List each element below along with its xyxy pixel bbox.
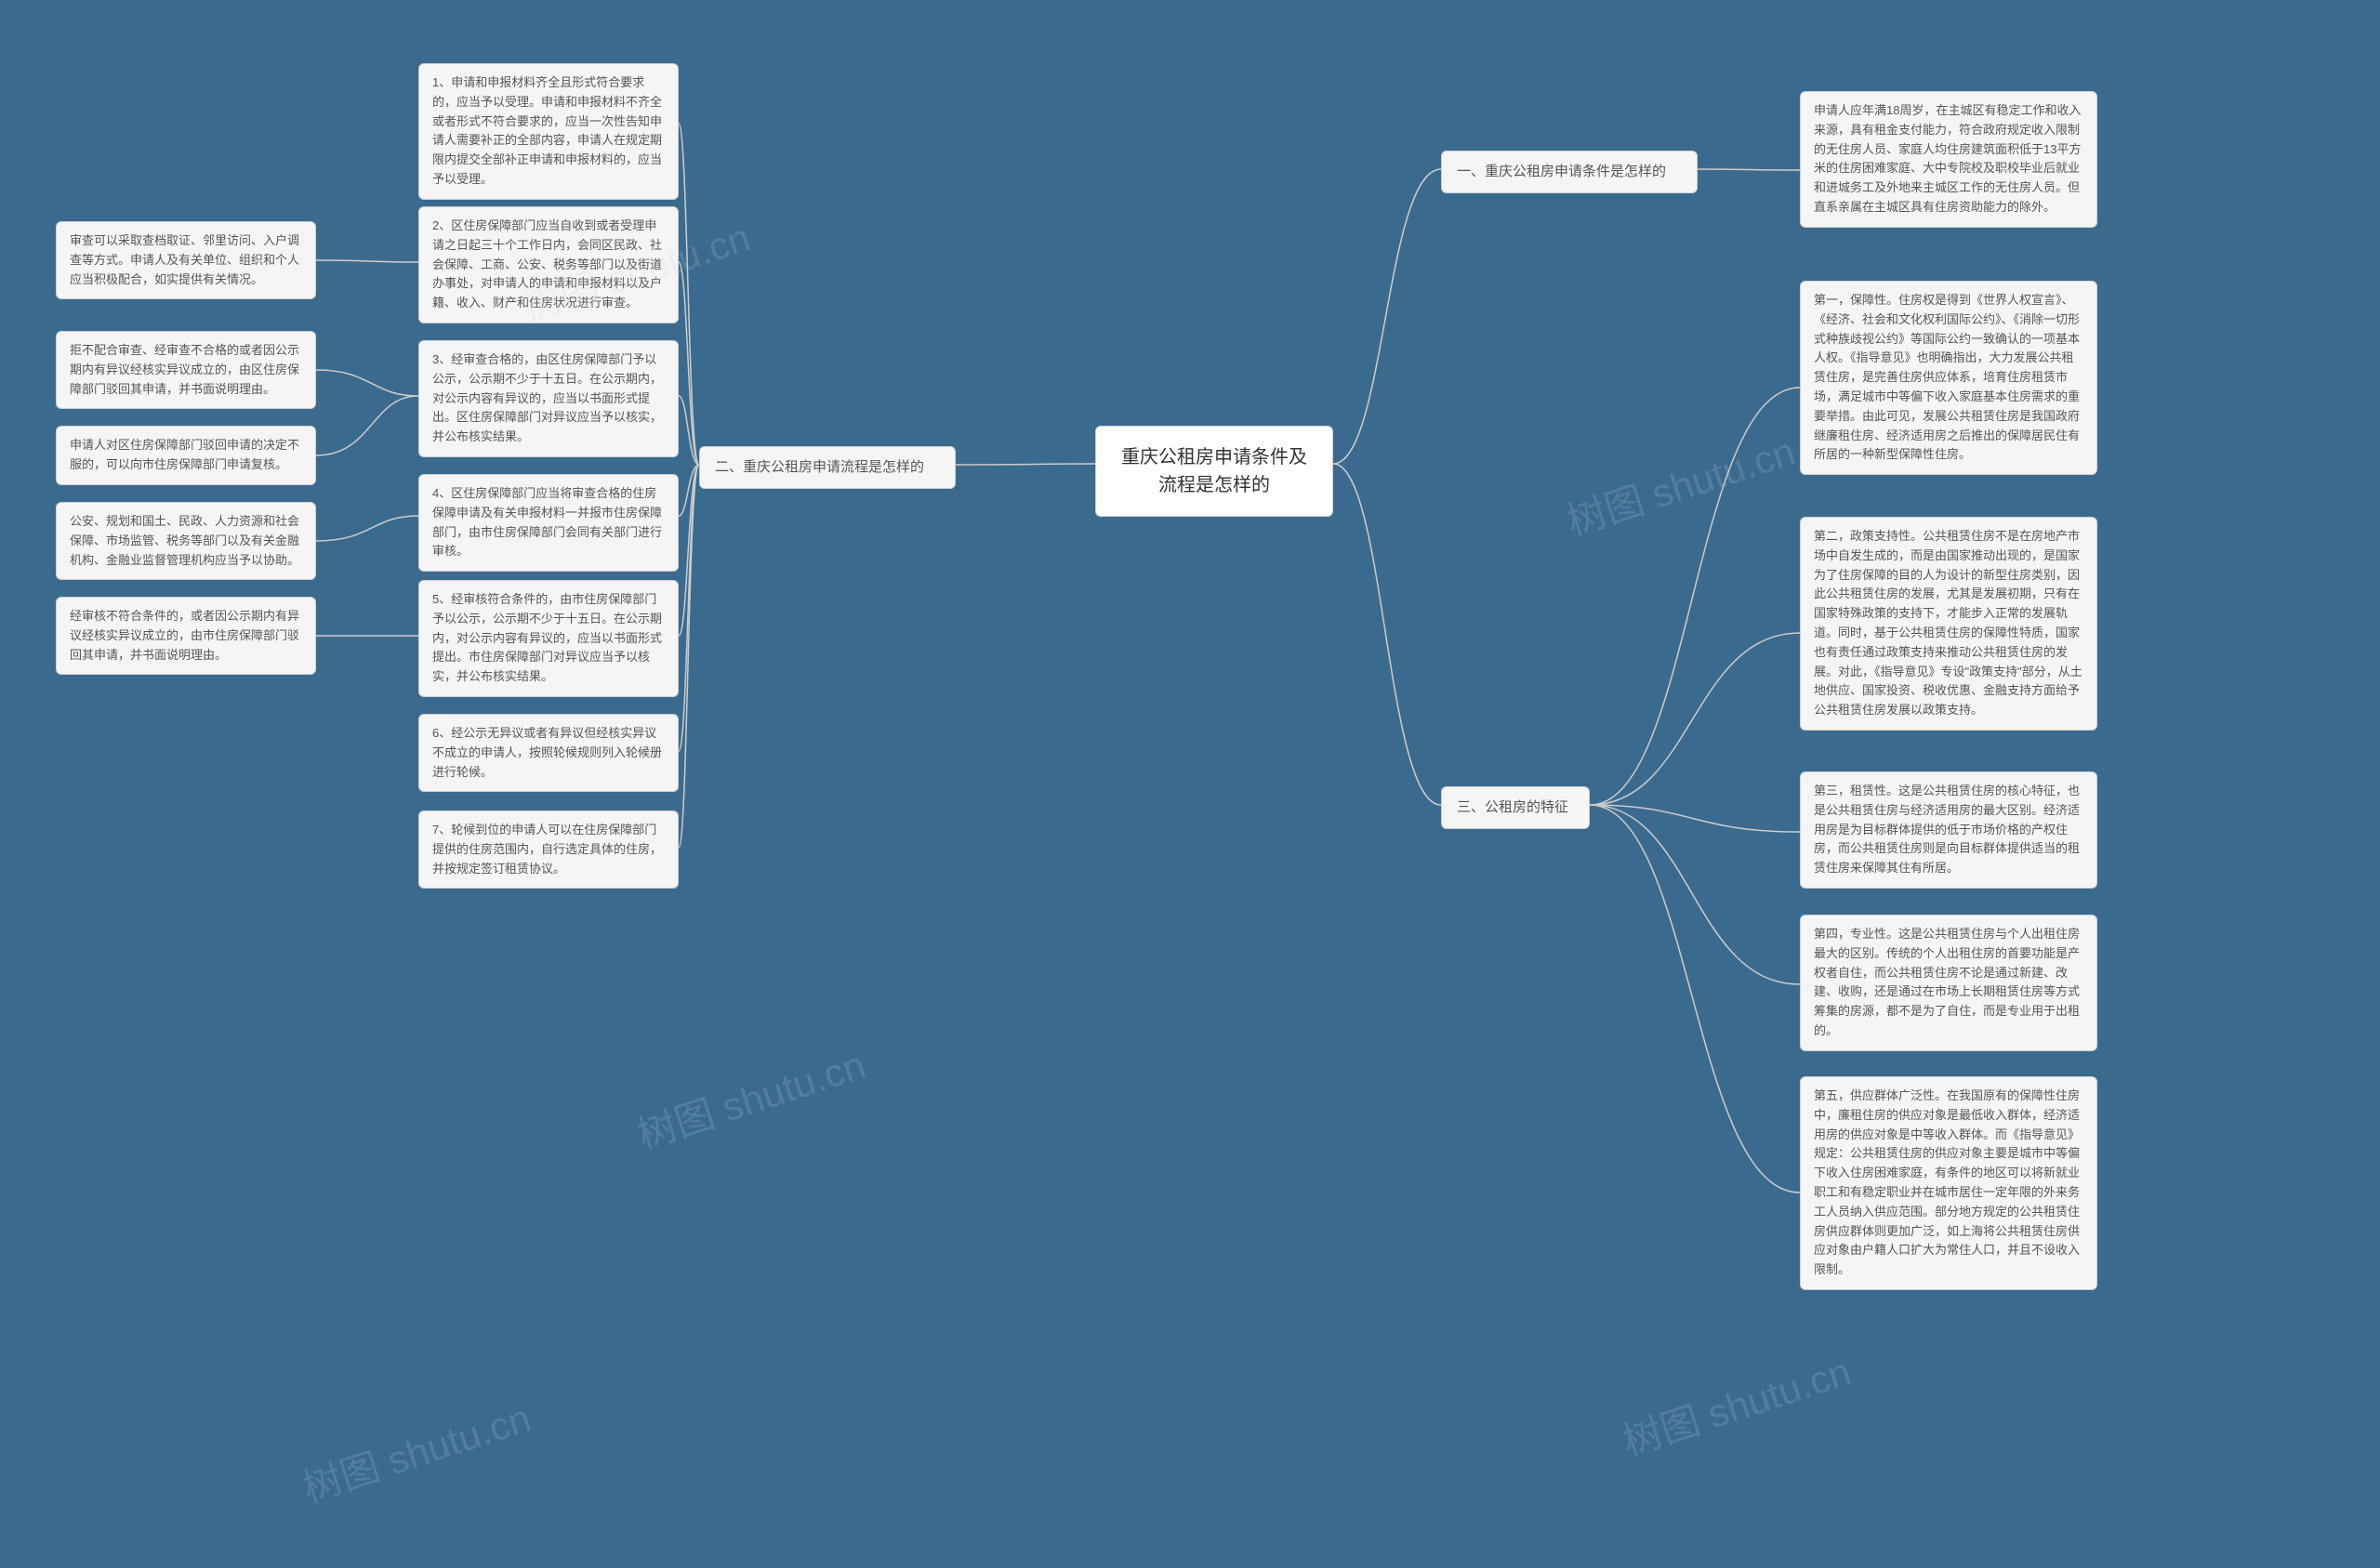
branch-label: 二、重庆公租房申请流程是怎样的	[715, 459, 924, 475]
leaf-text: 5、经审核符合条件的，由市住房保障部门予以公示，公示期不少于十五日。在公示期内，…	[432, 592, 662, 683]
watermark: 树图 shutu.cn	[295, 1387, 537, 1514]
branch-right-3: 三、公租房的特征	[1441, 786, 1590, 829]
leaf-text: 申请人应年满18周岁，在主城区有稳定工作和收入来源，具有租金支付能力，符合政府规…	[1814, 103, 2081, 214]
branch-label: 一、重庆公租房申请条件是怎样的	[1457, 164, 1666, 179]
leaf-r1-0: 申请人应年满18周岁，在主城区有稳定工作和收入来源，具有租金支付能力，符合政府规…	[1800, 91, 2097, 228]
leaf-l-2: 3、经审查合格的，由区住房保障部门予以公示，公示期不少于十五日。在公示期内，对公…	[418, 340, 679, 457]
leaf-l-2-sub-1: 申请人对区住房保障部门驳回申请的决定不服的，可以向市住房保障部门申请复核。	[56, 426, 316, 485]
watermark: 树图 shutu.cn	[1559, 420, 1802, 547]
branch-left: 二、重庆公租房申请流程是怎样的	[699, 446, 956, 489]
center-text: 重庆公租房申请条件及流程是怎样的	[1121, 447, 1307, 495]
leaf-text: 1、申请和申报材料齐全且形式符合要求的，应当予以受理。申请和申报材料不齐全或者形…	[432, 75, 662, 186]
leaf-text: 第一，保障性。住房权是得到《世界人权宣言》、《经济、社会和文化权利国际公约》、《…	[1814, 293, 2080, 461]
leaf-text: 第四，专业性。这是公共租赁住房与个人出租住房最大的区别。传统的个人出租住房的首要…	[1814, 927, 2080, 1037]
leaf-text: 经审核不符合条件的，或者因公示期内有异议经核实异议成立的，由市住房保障部门驳回其…	[70, 609, 299, 662]
leaf-r3-4: 第五，供应群体广泛性。在我国原有的保障性住房中，廉租住房的供应对象是最低收入群体…	[1800, 1076, 2097, 1290]
leaf-l-1: 2、区住房保障部门应当自收到或者受理申请之日起三十个工作日内，会同区民政、社会保…	[418, 206, 679, 323]
leaf-text: 4、区住房保障部门应当将审查合格的住房保障申请及有关申报材料一并报市住房保障部门…	[432, 486, 662, 558]
leaf-l-5: 6、经公示无异议或者有异议但经核实异议不成立的申请人，按照轮候规则列入轮候册进行…	[418, 714, 679, 792]
leaf-r3-2: 第三，租赁性。这是公共租赁住房的核心特征，也是公共租赁住房与经济适用房的最大区别…	[1800, 771, 2097, 889]
branch-right-1: 一、重庆公租房申请条件是怎样的	[1441, 151, 1698, 193]
leaf-text: 6、经公示无异议或者有异议但经核实异议不成立的申请人，按照轮候规则列入轮候册进行…	[432, 726, 662, 779]
watermark: 树图 shutu.cn	[629, 1034, 872, 1161]
leaf-text: 公安、规划和国土、民政、人力资源和社会保障、市场监管、税务等部门以及有关金融机构…	[70, 514, 299, 567]
leaf-text: 第二，政策支持性。公共租赁住房不是在房地产市场中自发生成的，而是由国家推动出现的…	[1814, 529, 2082, 717]
leaf-l-4-sub-0: 经审核不符合条件的，或者因公示期内有异议经核实异议成立的，由市住房保障部门驳回其…	[56, 597, 316, 675]
leaf-r3-1: 第二，政策支持性。公共租赁住房不是在房地产市场中自发生成的，而是由国家推动出现的…	[1800, 517, 2097, 731]
leaf-r3-3: 第四，专业性。这是公共租赁住房与个人出租住房最大的区别。传统的个人出租住房的首要…	[1800, 915, 2097, 1051]
leaf-text: 拒不配合审查、经审查不合格的或者因公示期内有异议经核实异议成立的，由区住房保障部…	[70, 343, 299, 396]
center-node: 重庆公租房申请条件及流程是怎样的	[1095, 426, 1333, 517]
leaf-l-3-sub-0: 公安、规划和国土、民政、人力资源和社会保障、市场监管、税务等部门以及有关金融机构…	[56, 502, 316, 580]
leaf-l-4: 5、经审核符合条件的，由市住房保障部门予以公示，公示期不少于十五日。在公示期内，…	[418, 580, 679, 697]
leaf-l-0: 1、申请和申报材料齐全且形式符合要求的，应当予以受理。申请和申报材料不齐全或者形…	[418, 63, 679, 200]
leaf-text: 第五，供应群体广泛性。在我国原有的保障性住房中，廉租住房的供应对象是最低收入群体…	[1814, 1088, 2080, 1276]
leaf-text: 审查可以采取查档取证、邻里访问、入户调查等方式。申请人及有关单位、组织和个人应当…	[70, 233, 299, 286]
leaf-r3-0: 第一，保障性。住房权是得到《世界人权宣言》、《经济、社会和文化权利国际公约》、《…	[1800, 281, 2097, 475]
watermark: 树图 shutu.cn	[1615, 1340, 1858, 1468]
leaf-l-3: 4、区住房保障部门应当将审查合格的住房保障申请及有关申报材料一并报市住房保障部门…	[418, 474, 679, 572]
leaf-text: 3、经审查合格的，由区住房保障部门予以公示，公示期不少于十五日。在公示期内，对公…	[432, 352, 662, 443]
leaf-l-1-sub-0: 审查可以采取查档取证、邻里访问、入户调查等方式。申请人及有关单位、组织和个人应当…	[56, 221, 316, 299]
leaf-text: 7、轮候到位的申请人可以在住房保障部门提供的住房范围内，自行选定具体的住房，并按…	[432, 823, 662, 876]
leaf-l-6: 7、轮候到位的申请人可以在住房保障部门提供的住房范围内，自行选定具体的住房，并按…	[418, 810, 679, 889]
branch-label: 三、公租房的特征	[1457, 799, 1568, 815]
leaf-l-2-sub-0: 拒不配合审查、经审查不合格的或者因公示期内有异议经核实异议成立的，由区住房保障部…	[56, 331, 316, 409]
leaf-text: 申请人对区住房保障部门驳回申请的决定不服的，可以向市住房保障部门申请复核。	[70, 438, 299, 471]
leaf-text: 第三，租赁性。这是公共租赁住房的核心特征，也是公共租赁住房与经济适用房的最大区别…	[1814, 784, 2080, 875]
leaf-text: 2、区住房保障部门应当自收到或者受理申请之日起三十个工作日内，会同区民政、社会保…	[432, 218, 662, 310]
